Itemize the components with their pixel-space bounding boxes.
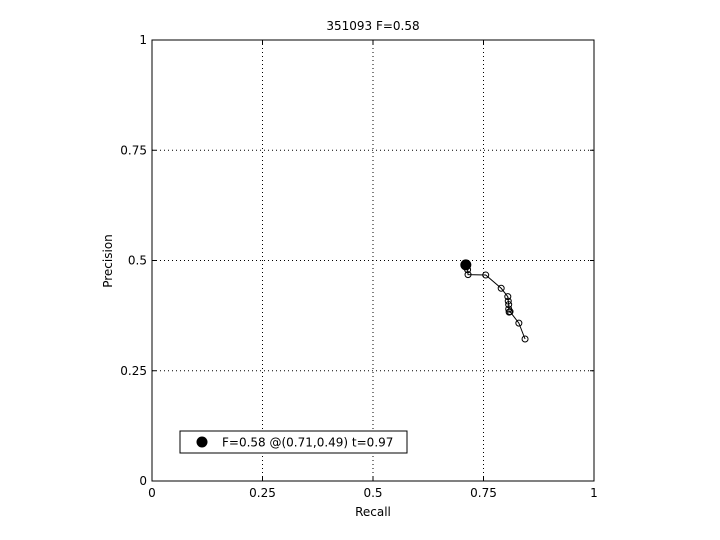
data-layer [460,259,529,343]
legend: F=0.58 @(0.71,0.49) t=0.97 [179,430,408,454]
data-point [506,308,514,316]
x-tick-label: 0.25 [249,486,276,500]
y-tick-label: 0 [139,474,147,488]
x-tick-label: 0.5 [363,486,382,500]
y-tick-label: 1 [139,33,147,47]
grid [152,40,594,481]
data-point [464,271,472,279]
legend-label: F=0.58 @(0.71,0.49) t=0.97 [222,436,393,450]
y-axis-label: Precision [101,234,115,288]
y-tick-label: 0.75 [120,143,147,157]
chart-title: 351093 F=0.58 [326,19,419,33]
x-axis-label: Recall [355,505,391,519]
axis-ticks: 0 0.25 0.5 0.75 1 0 0.25 0.5 0.75 1 [120,33,598,500]
data-point [521,335,529,343]
best-f-point [460,259,472,271]
data-point [515,319,523,327]
x-tick-label: 0 [148,486,156,500]
data-point [504,293,512,301]
data-point [482,271,490,279]
data-point [505,301,513,309]
y-tick-label: 0.25 [120,364,147,378]
x-tick-label: 1 [590,486,598,500]
legend-marker [196,436,208,448]
data-point [504,297,512,305]
series-line [465,264,526,340]
legend-box [179,430,408,454]
y-tick-label: 0.5 [128,254,147,268]
data-point [497,284,505,292]
x-tick-label: 0.75 [470,486,497,500]
